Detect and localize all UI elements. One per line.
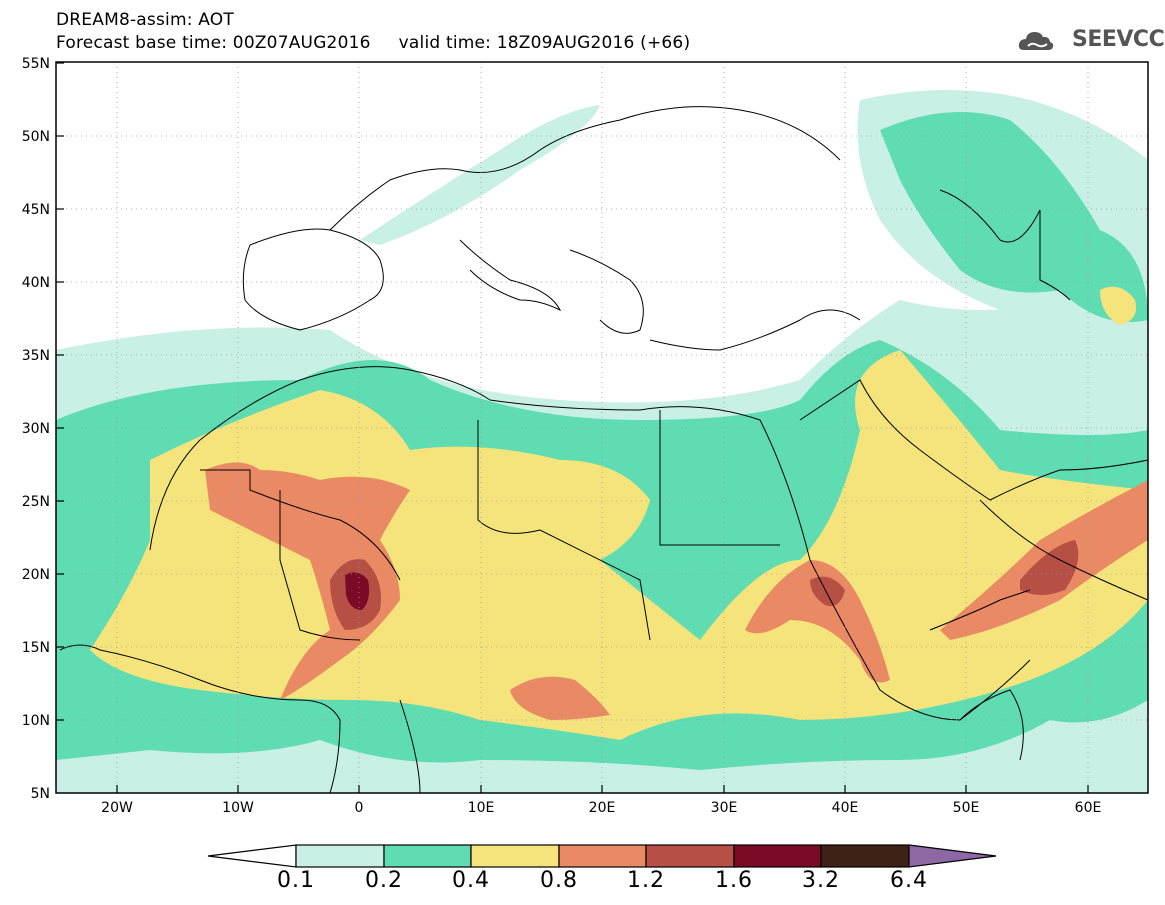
colorbar-tick: 0.8 [540,868,578,893]
aot-band-0.8-sudan [510,676,610,720]
map-title: DREAM8-assim: AOT [56,10,234,30]
colorbar-min-arrow [207,844,297,868]
lat-label: 45N [22,202,50,218]
aot-band-1.2-arabia [1020,540,1079,595]
colorbar-tick: 6.4 [890,868,928,893]
lon-label: 60E [1075,800,1102,816]
aot-band-1.6 [345,572,370,610]
colorbar-max-arrow [908,844,997,868]
colorbar-segment [558,844,647,868]
colorbar-tick: 0.2 [365,868,403,893]
lon-labels: 20W 10W 0 10E 20E 30E 40E 50E 60E [101,800,1101,816]
lat-label: 50N [22,129,50,145]
lat-label: 5N [31,786,50,802]
lon-label: 10W [222,800,254,816]
lat-labels: 55N 50N 45N 40N 35N 30N 25N 20N 15N 10N … [22,56,50,802]
aot-band-1.2-redsea [810,576,845,606]
lon-label: 30E [711,800,738,816]
colorbar-tick: 1.2 [627,868,665,893]
lon-label: 0 [355,800,364,816]
valid-time: valid time: 18Z09AUG2016 (+66) [398,33,691,53]
aot-band-0.2-caspian [880,112,1148,322]
colorbar-tick: 1.6 [715,868,753,893]
lon-label: 40E [832,800,859,816]
cloud-icon [1018,32,1054,50]
lat-label: 10N [22,713,50,729]
axis-ticks [56,62,1089,793]
time-info: Forecast base time: 00Z07AUG2016 valid t… [56,33,690,53]
aot-band-0.8 [205,462,410,700]
colorbar-segment [470,844,560,868]
graticule [56,62,1148,793]
lat-label: 20N [22,567,50,583]
colorbar-segment [733,844,822,868]
colorbar [207,844,997,868]
colorbar-segment [383,844,472,868]
coastlines [59,106,1148,793]
lat-label: 30N [22,421,50,437]
colorbar-tick: 3.2 [802,868,840,893]
colorbar-segment [295,844,385,868]
lon-label: 50E [953,800,980,816]
colorbar-segment [645,844,735,868]
aot-band-0.8-redsea [745,560,890,683]
lat-label: 40N [22,275,50,291]
lon-label: 20E [589,800,616,816]
lon-label: 20W [101,800,133,816]
lat-label: 25N [22,494,50,510]
colorbar-segment [820,844,910,868]
colorbar-tick: 0.4 [452,868,490,893]
lat-label: 55N [22,56,50,72]
colorbar-tick: 0.1 [277,868,315,893]
aot-band-0.4-iran [1100,286,1136,325]
lat-label: 15N [22,640,50,656]
lat-label: 35N [22,348,50,364]
base-time: Forecast base time: 00Z07AUG2016 [56,33,371,53]
logo-text: SEEVCCC [1072,27,1165,52]
aot-band-0.1-europe [360,105,600,245]
lon-label: 10E [468,800,495,816]
